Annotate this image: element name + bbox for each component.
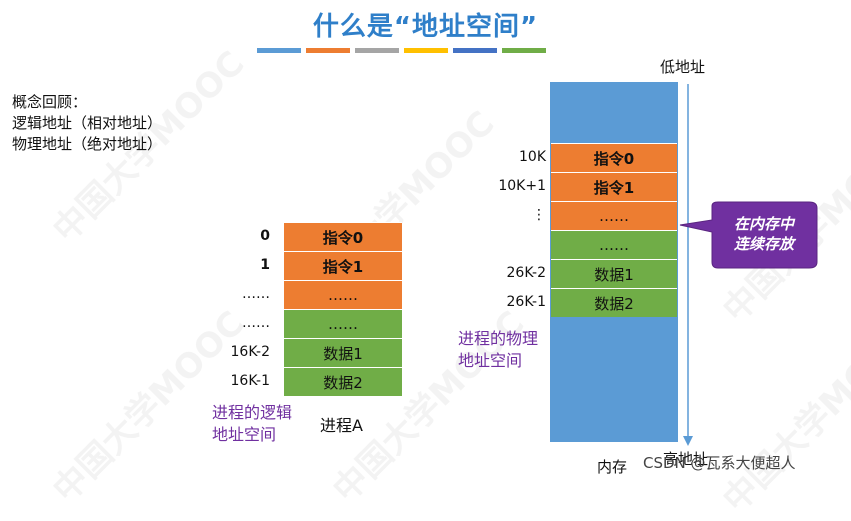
process-name: 进程A bbox=[320, 416, 363, 435]
logical-address-label: 16K-2 bbox=[230, 343, 270, 360]
physical-address-label: ⋮ bbox=[532, 206, 546, 223]
logical-caption-line1: 进程的逻辑 bbox=[212, 403, 293, 422]
low-address-label: 低地址 bbox=[660, 58, 706, 76]
physical-address-label: 10K+1 bbox=[498, 177, 546, 194]
logical-caption-line2: 地址空间 bbox=[212, 425, 277, 444]
physical-address-label: 26K-2 bbox=[506, 264, 546, 281]
color-bar-segment bbox=[257, 48, 301, 53]
high-address-label: 高地址 bbox=[663, 450, 709, 468]
physical-cell: 指令1 bbox=[551, 172, 677, 201]
concept-logical-address: 逻辑地址（相对地址） bbox=[12, 114, 163, 132]
physical-caption-line1: 进程的物理 bbox=[458, 329, 539, 348]
logical-cell: 指令0 bbox=[284, 222, 402, 251]
callout-line1: 在内存中 bbox=[733, 215, 794, 233]
logical-cell: 数据2 bbox=[284, 367, 402, 396]
physical-address-label: 26K-1 bbox=[506, 293, 546, 310]
color-bar-segment bbox=[355, 48, 399, 53]
logical-address-label: 0 bbox=[260, 227, 270, 244]
physical-cell: …… bbox=[551, 201, 677, 230]
logical-address-label: 16K-1 bbox=[230, 372, 270, 389]
callout-line2: 连续存放 bbox=[733, 235, 794, 253]
physical-address-label: 10K bbox=[519, 148, 546, 165]
color-bar-segment bbox=[453, 48, 497, 53]
page-title: 什么是“地址空间” bbox=[312, 12, 539, 42]
color-bar-segment bbox=[306, 48, 350, 53]
logical-address-label: 1 bbox=[260, 256, 270, 273]
callout-text: 在内存中 连续存放 bbox=[712, 214, 816, 254]
logical-cell: 指令1 bbox=[284, 251, 402, 280]
footer-credit: CSDN @瓦系大便超人 bbox=[643, 454, 796, 472]
callout-bubble bbox=[679, 201, 818, 269]
physical-cell: 指令0 bbox=[551, 143, 677, 172]
color-bar-segment bbox=[502, 48, 546, 53]
logical-cell: …… bbox=[284, 280, 402, 309]
watermark: 中国大学MOOC bbox=[715, 313, 851, 521]
color-bar-segment bbox=[404, 48, 448, 53]
physical-cell: 数据1 bbox=[551, 259, 677, 288]
logical-address-label: …… bbox=[242, 285, 270, 302]
memory-label: 内存 bbox=[597, 458, 628, 476]
address-direction-arrow bbox=[683, 84, 693, 446]
concept-heading: 概念回顾： bbox=[12, 93, 88, 111]
concept-physical-address: 物理地址（绝对地址） bbox=[12, 135, 163, 153]
physical-caption-line2: 地址空间 bbox=[458, 351, 523, 370]
physical-cell: 数据2 bbox=[551, 288, 677, 317]
physical-cell: …… bbox=[551, 230, 677, 259]
logical-cell: …… bbox=[284, 309, 402, 338]
logical-cell: 数据1 bbox=[284, 338, 402, 367]
logical-address-label: …… bbox=[242, 314, 270, 331]
